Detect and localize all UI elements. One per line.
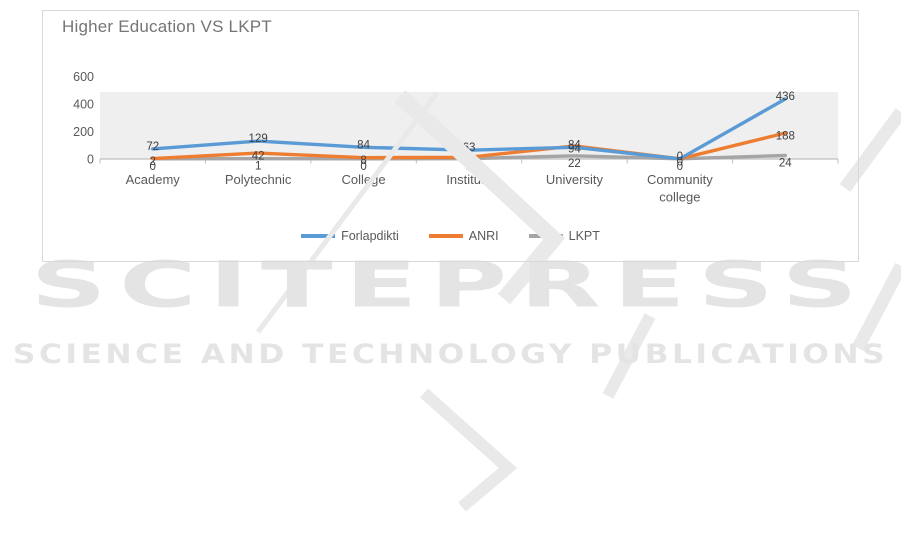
legend-item-forlapdikti: Forlapdikti xyxy=(301,229,399,243)
x-axis-category-label: Academy xyxy=(126,172,181,187)
watermark-bottom-chevron xyxy=(420,388,518,512)
data-label-anri: 188 xyxy=(776,131,795,143)
legend-label-lkpt: LKPT xyxy=(568,229,600,243)
x-axis-category-label: Community xyxy=(647,172,713,187)
data-label-forlapdikti: 84 xyxy=(568,139,581,151)
data-label-lkpt: 0 xyxy=(677,161,683,173)
x-axis-category-label: College xyxy=(342,172,386,187)
legend-item-anri: ANRI xyxy=(428,229,499,243)
data-label-forlapdikti: 84 xyxy=(357,139,370,151)
data-label-forlapdikti: 129 xyxy=(249,133,268,145)
legend-label-anri: ANRI xyxy=(468,229,499,243)
chart-legend: Forlapdikti ANRI LKPT xyxy=(42,229,859,243)
data-label-lkpt: 0 xyxy=(150,161,156,173)
data-label-forlapdikti: 72 xyxy=(146,141,159,153)
chart-title: Higher Education VS LKPT xyxy=(62,17,272,36)
data-label-lkpt: 22 xyxy=(568,158,581,170)
data-label-anri: 0 xyxy=(677,156,683,168)
data-label-lkpt: 1 xyxy=(255,161,261,173)
data-label-lkpt: 0 xyxy=(360,161,366,173)
legend-swatch-lkpt xyxy=(528,234,563,238)
y-axis-tick-label: 400 xyxy=(73,97,94,111)
legend-label-forlapdikti: Forlapdikti xyxy=(341,229,399,243)
data-label-forlapdikti: 436 xyxy=(776,91,795,103)
x-axis-category-label: Polytechnic xyxy=(225,172,292,187)
watermark-tagline-text: SCIENCE AND TECHNOLOGY PUBLICATIONS xyxy=(12,339,889,370)
y-axis-tick-label: 0 xyxy=(87,152,94,166)
data-label-forlapdikti: 63 xyxy=(463,142,476,154)
x-axis-category-label: Institute xyxy=(446,172,492,187)
data-label-lkpt: 1 xyxy=(466,161,472,173)
y-axis-tick-label: 600 xyxy=(73,70,94,84)
x-axis-category-label: college xyxy=(659,190,700,205)
watermark-right-slash-bottom xyxy=(852,262,901,352)
data-label-anri: 94 xyxy=(568,143,581,155)
legend-swatch-forlapdikti xyxy=(301,234,336,238)
data-label-forlapdikti: 0 xyxy=(677,151,683,163)
legend-item-lkpt: LKPT xyxy=(528,229,600,243)
y-axis-tick-label: 200 xyxy=(73,125,94,139)
x-axis-category-label: University xyxy=(546,172,604,187)
watermark-slash-shape xyxy=(602,313,656,399)
legend-swatch-anri xyxy=(428,234,463,238)
chart-figure: Higher Education VS LKPT 600 400 200 0 Acade… xyxy=(42,10,859,262)
data-label-lkpt: 24 xyxy=(779,158,792,170)
data-label-anri: 2 xyxy=(150,156,156,168)
watermark-scitepress-text: SCITEPRESS xyxy=(30,248,871,322)
